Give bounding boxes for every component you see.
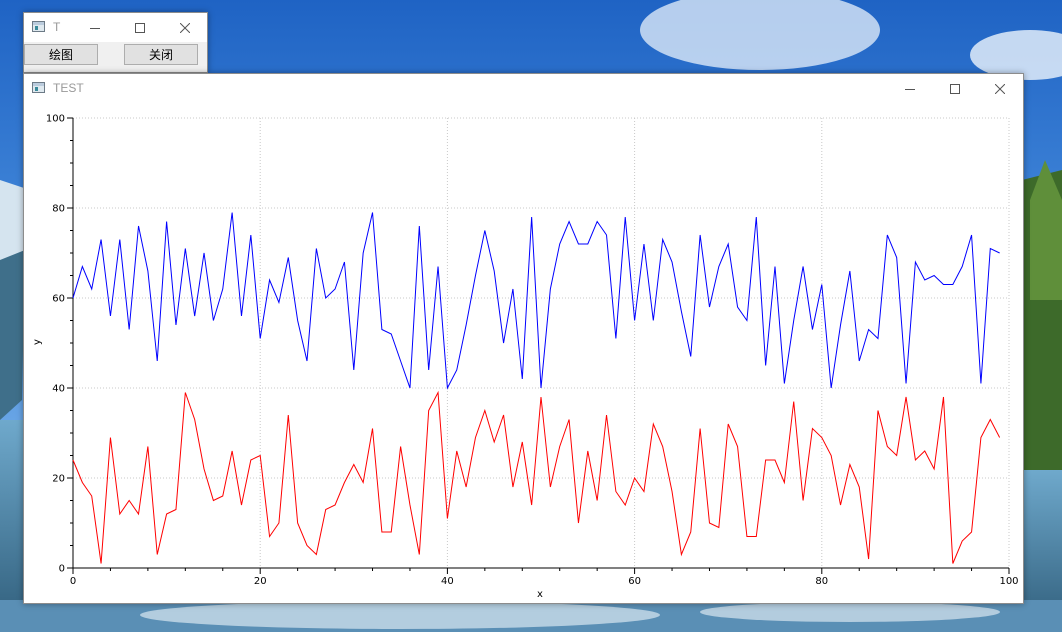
close-icon[interactable] [162,13,207,42]
x-tick-label: 20 [254,576,267,587]
small-window: T 绘图 关闭 [23,12,208,73]
y-tick-label: 0 [59,564,65,575]
x-tick-label: 80 [815,576,828,587]
main-window-titlebar: TEST [24,74,1023,103]
main-window: TEST 0 20 40 60 80 100 0 20 40 60 80 100 x y [23,73,1024,604]
y-tick-label: 80 [52,204,65,215]
close-icon[interactable] [977,74,1022,103]
minimize-icon[interactable] [887,74,932,103]
close-button[interactable]: 关闭 [124,44,198,65]
axes: 0 20 40 60 80 100 0 20 40 60 80 100 [46,114,1019,588]
y-tick-label: 20 [52,474,65,485]
y-tick-label: 40 [52,384,65,395]
draw-button[interactable]: 绘图 [24,44,98,65]
series-group [72,212,1001,564]
main-window-title: TEST [53,81,84,95]
minimize-icon[interactable] [72,13,117,42]
x-tick-label: 40 [441,576,454,587]
x-axis-label: x [537,589,543,600]
app-icon [32,21,45,32]
x-tick-label: 100 [999,576,1018,587]
series-line-2 [72,390,1001,564]
y-axis-label: y [32,339,43,345]
y-tick-label: 60 [52,294,65,305]
line-chart: 0 20 40 60 80 100 0 20 40 60 80 100 x y [32,114,1019,601]
x-tick-label: 0 [70,576,76,587]
maximize-icon[interactable] [117,13,162,42]
y-tick-label: 100 [46,114,65,125]
x-tick-label: 60 [628,576,641,587]
series-line-1 [72,212,1000,390]
app-icon [32,82,45,93]
small-window-title: T [53,20,61,34]
maximize-icon[interactable] [932,74,977,103]
plot-area: 0 20 40 60 80 100 0 20 40 60 80 100 x y [24,103,1023,603]
small-window-titlebar: T [24,13,207,42]
